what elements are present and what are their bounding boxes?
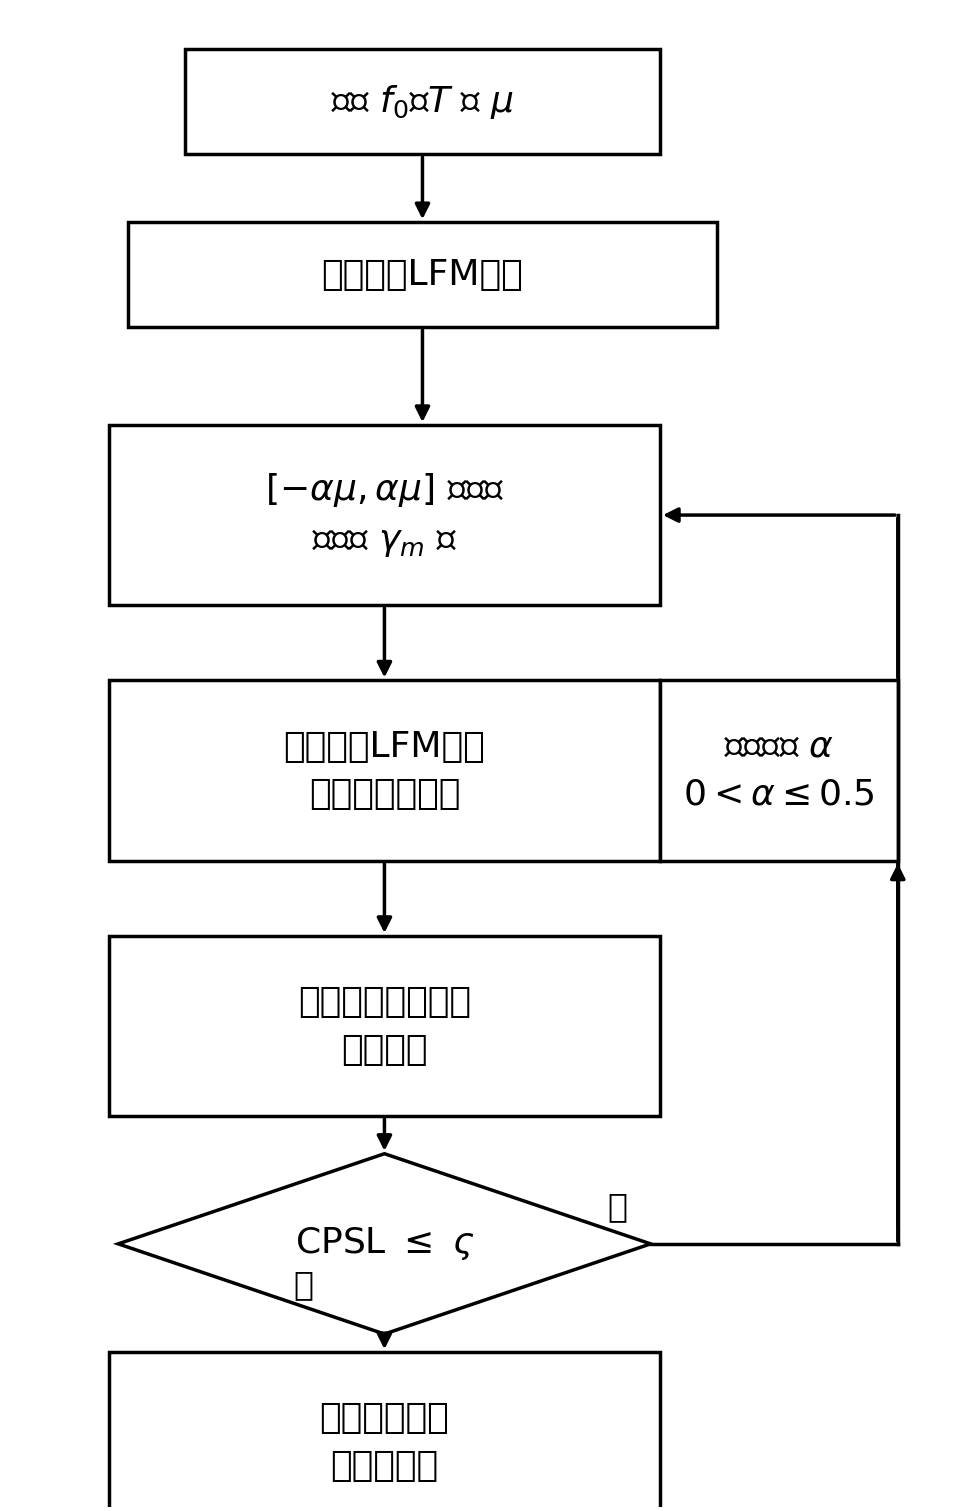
Text: 计算任意两波形互
相关特性: 计算任意两波形互 相关特性 bbox=[298, 985, 471, 1067]
Text: $[-\alpha\mu,\alpha\mu]$ 内等间
隔取得 $\gamma_m$ 値: $[-\alpha\mu,\alpha\mu]$ 内等间 隔取得 $\gamma… bbox=[265, 471, 503, 559]
Text: 否: 否 bbox=[607, 1189, 627, 1222]
Text: 预设 $f_0$、$T$ 及 $\mu$: 预设 $f_0$、$T$ 及 $\mu$ bbox=[331, 83, 514, 121]
Text: 调整参数 $\alpha$
$0<\alpha\leq0.5$: 调整参数 $\alpha$ $0<\alpha\leq0.5$ bbox=[683, 730, 875, 811]
Text: 是: 是 bbox=[293, 1268, 314, 1301]
Text: 参数选择合适
输出信号库: 参数选择合适 输出信号库 bbox=[319, 1402, 450, 1482]
Bar bbox=[185, 50, 660, 154]
Text: CPSL $\leq$ $\varsigma$: CPSL $\leq$ $\varsigma$ bbox=[294, 1225, 474, 1262]
Bar bbox=[660, 680, 898, 861]
Bar bbox=[108, 935, 660, 1117]
Polygon shape bbox=[118, 1154, 650, 1334]
Bar bbox=[108, 680, 660, 861]
Text: 确定基准LFM信号: 确定基准LFM信号 bbox=[321, 258, 524, 292]
Text: 建立基于LFM调频
率调制的波形库: 建立基于LFM调频 率调制的波形库 bbox=[284, 730, 485, 811]
Bar bbox=[108, 425, 660, 606]
Bar bbox=[108, 1352, 660, 1511]
Bar bbox=[128, 222, 717, 328]
